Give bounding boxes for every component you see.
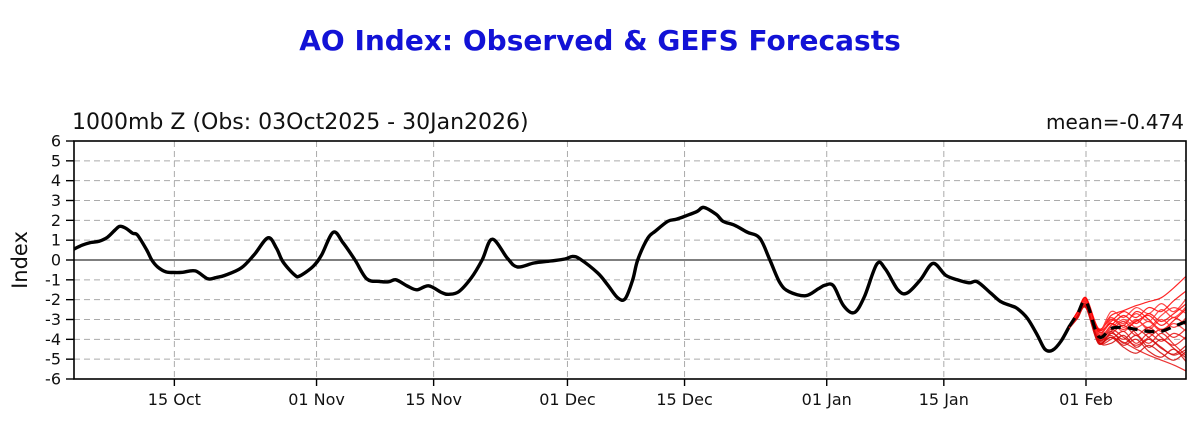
x-tick-label: 15 Oct (148, 390, 201, 409)
x-tick-label: 15 Jan (919, 390, 969, 409)
ensemble-member-line (1068, 299, 1186, 337)
y-tick-label: 3 (51, 191, 61, 210)
observed-line (74, 205, 1071, 353)
ensemble-members-layer (1068, 275, 1186, 372)
ensemble-member-line (1068, 305, 1186, 361)
panel-subtitle: 1000mb Z (Obs: 03Oct2025 - 30Jan2026) (72, 110, 529, 135)
y-tick-label: -2 (45, 290, 61, 309)
ensemble-member-line (1068, 306, 1186, 356)
y-tick-label: 1 (51, 231, 61, 250)
y-tick-label: -6 (45, 370, 61, 389)
x-tick-label: 01 Feb (1059, 390, 1113, 409)
x-tick-label: 15 Dec (656, 390, 712, 409)
x-tick-label: 15 Nov (405, 390, 462, 409)
x-tick-label: 01 Jan (802, 390, 852, 409)
y-tick-label: -3 (45, 310, 61, 329)
x-tick-label: 01 Dec (539, 390, 595, 409)
ensemble-member-line (1068, 290, 1186, 334)
ensemble-member-line (1068, 305, 1186, 357)
y-tick-label: -4 (45, 330, 61, 349)
y-tick-label: 0 (51, 251, 61, 270)
axis-ticks: 15 Oct 01 Nov 15 Nov 01 Dec 15 Dec 01 Jan 15 J… (45, 132, 1113, 410)
mean-annotation: mean=-0.474 (1046, 110, 1184, 134)
ensemble-mean-layer (1067, 299, 1186, 339)
y-tick-label: 2 (51, 211, 61, 230)
y-tick-label: -5 (45, 350, 61, 369)
observed-line-layer (74, 205, 1071, 353)
x-tick-label: 01 Nov (288, 390, 345, 409)
y-axis-label: Index (8, 231, 32, 289)
y-tick-label: 4 (51, 171, 61, 190)
ensemble-member-line (1068, 303, 1186, 372)
gridlines (74, 141, 1186, 379)
y-tick-label: -1 (45, 270, 61, 289)
chart-title: AO Index: Observed & GEFS Forecasts (299, 24, 901, 57)
y-tick-label: 5 (51, 151, 61, 170)
y-tick-label: 6 (51, 132, 61, 151)
ensemble-mean-line (1067, 299, 1186, 339)
